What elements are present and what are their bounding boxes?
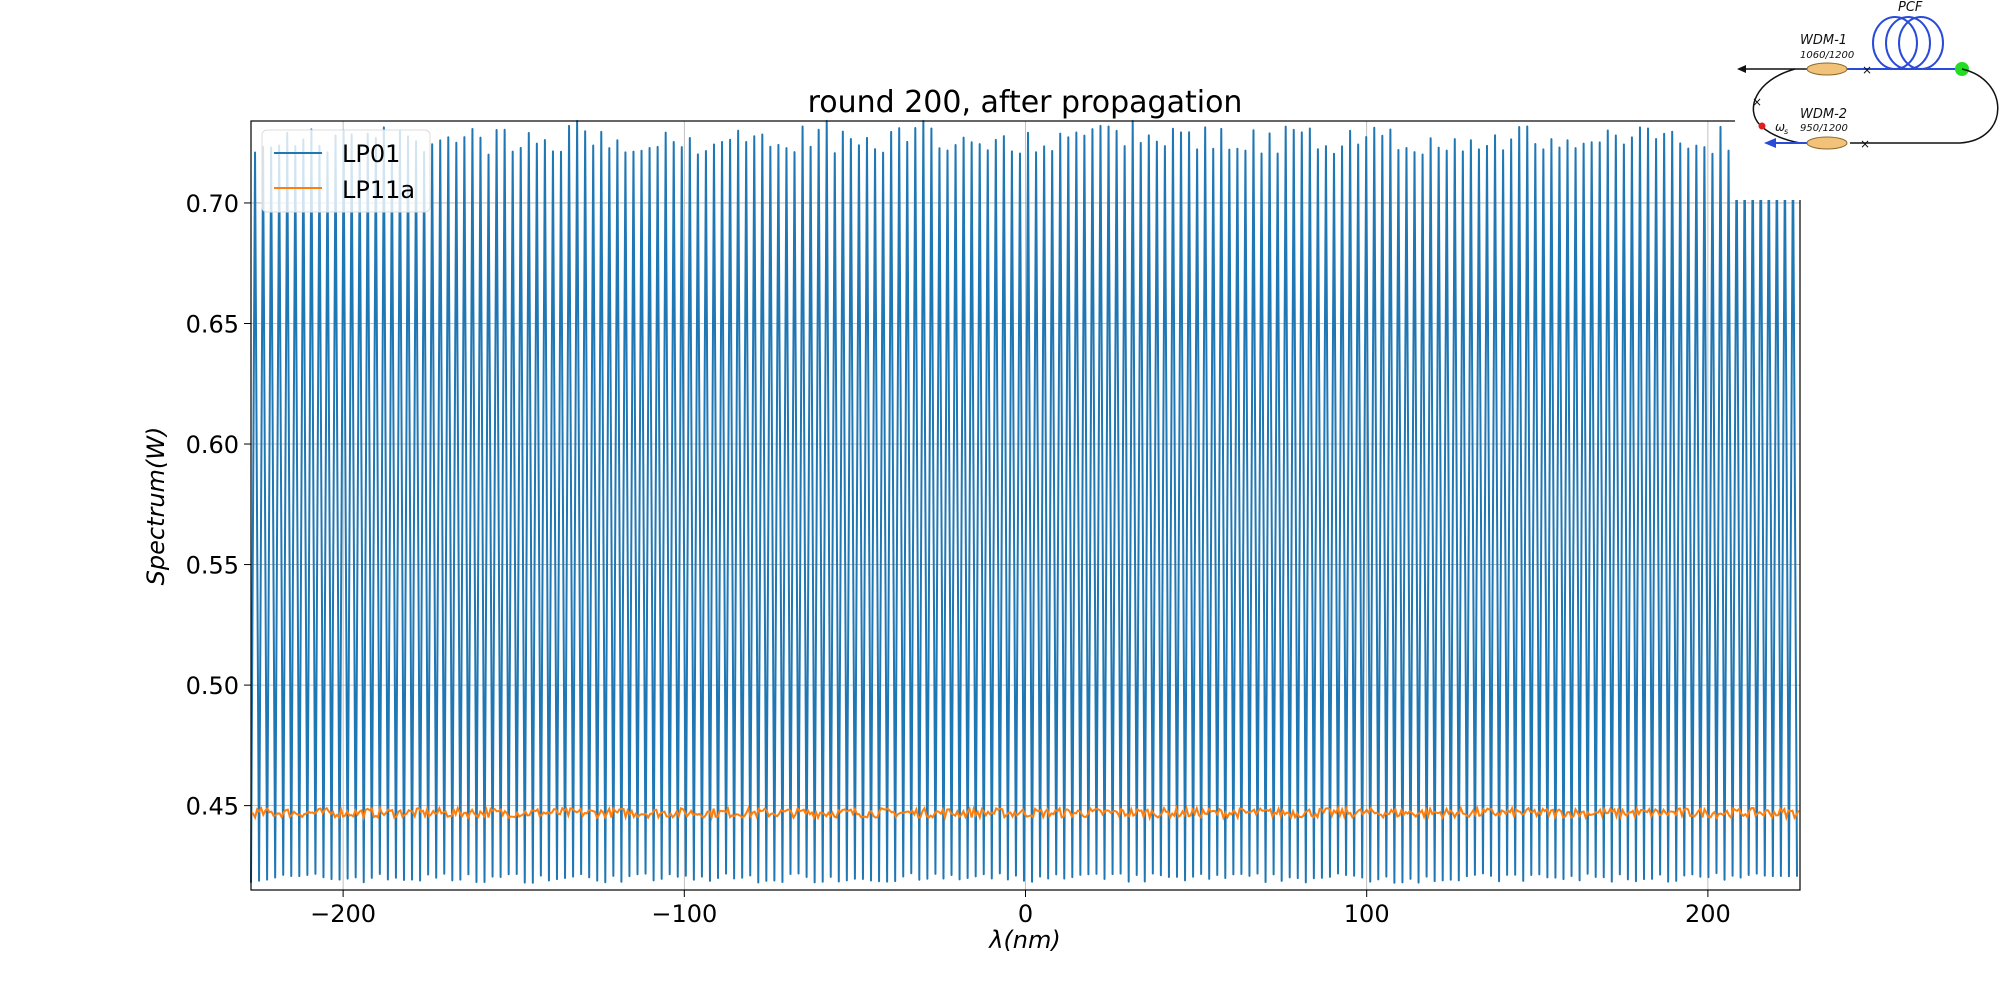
red-node-icon [1758,122,1766,130]
line-lp11a [250,804,1800,822]
y-axis-label: Spectrum(W) [142,427,170,586]
inset-diagram: PCF WDM-1 1060/1200 × WDM-2 950/1200 ω s… [1735,0,2000,200]
wdm1-coupler [1806,62,1848,76]
series-lp11a [250,804,1800,822]
y-tick-label: 0.65 [186,310,239,338]
series-lp01 [250,120,1798,884]
splice-mark-3: × [1860,137,1870,151]
x-tick-label: 0 [1018,900,1033,928]
wdm2-sublabel: 950/1200 [1800,123,1848,134]
x-tick-label: 200 [1685,900,1731,928]
y-tick-label: 0.55 [186,552,239,580]
y-tick-label: 0.45 [186,793,239,821]
line-lp01 [250,120,1798,884]
y-axis-ticks: 0.45 0.50 0.55 0.60 0.65 0.70 [186,190,251,821]
y-tick-label: 0.60 [186,431,239,459]
arrow-left-icon [1737,65,1746,73]
legend: LP01 LP11a [261,129,431,213]
splice-mark-1: × [1862,63,1872,77]
omega-sublabel: s [1784,127,1788,136]
x-tick-label: −100 [651,900,717,928]
legend-label-lp01: LP01 [342,140,400,168]
inset-background [1735,0,2000,200]
wdm1-label: WDM-1 [1800,33,1847,48]
wdm1-sublabel: 1060/1200 [1800,50,1854,61]
legend-label-lp11a: LP11a [342,176,415,204]
fiber-loop-right [1850,68,1999,144]
omega-label: ω [1775,120,1785,134]
legend-box [261,129,431,213]
splice-mark-2: × [1752,95,1762,109]
wdm2-coupler [1806,136,1848,150]
y-tick-label: 0.70 [186,190,239,218]
arrow-blue-icon [1764,138,1776,148]
x-axis-ticks: −200 −100 0 100 200 [310,890,1731,928]
x-tick-label: −200 [310,900,376,928]
wdm2-label: WDM-2 [1800,107,1847,122]
x-tick-label: 100 [1344,900,1390,928]
pcf-label: PCF [1898,0,1923,15]
x-axis-label: λ(nm) [987,926,1061,954]
y-tick-label: 0.50 [186,672,239,700]
chart-title: round 200, after propagation [808,85,1243,120]
